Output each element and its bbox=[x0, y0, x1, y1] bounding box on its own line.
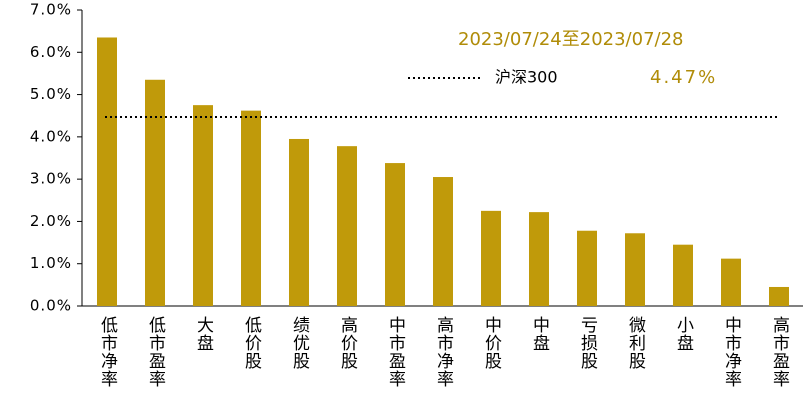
x-tick-label: 大盘 bbox=[193, 316, 214, 352]
x-tick-label: 亏损股 bbox=[577, 316, 598, 370]
y-tick-label: 6.0% bbox=[30, 43, 72, 61]
x-tick-label: 低市盈率 bbox=[145, 316, 166, 388]
bar bbox=[769, 286, 789, 306]
bar bbox=[385, 163, 405, 306]
x-tick-label: 绩优股 bbox=[289, 316, 310, 370]
bar bbox=[721, 258, 741, 306]
x-tick-label: 中市盈率 bbox=[385, 316, 406, 388]
y-tick-label: 4.0% bbox=[30, 127, 72, 145]
x-tick-label: 低价股 bbox=[241, 316, 262, 370]
x-tick-label: 高市盈率 bbox=[769, 316, 790, 388]
y-tick-label: 7.0% bbox=[30, 1, 72, 19]
bar bbox=[577, 230, 597, 306]
bar bbox=[97, 37, 117, 306]
x-tick-label: 微利股 bbox=[625, 316, 646, 370]
y-tick-label: 2.0% bbox=[30, 212, 72, 230]
x-tick-label: 中市净率 bbox=[721, 316, 742, 388]
bar bbox=[241, 110, 261, 306]
y-tick-label: 1.0% bbox=[30, 254, 72, 272]
benchmark-label: 4.47% bbox=[650, 67, 717, 88]
legend-label: 沪深300 bbox=[495, 68, 558, 87]
bar bbox=[481, 210, 501, 306]
bar bbox=[337, 146, 357, 306]
bar bbox=[529, 212, 549, 306]
bar bbox=[433, 177, 453, 306]
bar bbox=[145, 79, 165, 307]
x-tick-label: 中盘 bbox=[529, 316, 550, 352]
y-tick-label: 5.0% bbox=[30, 85, 72, 103]
x-tick-label: 低市净率 bbox=[97, 316, 118, 388]
bar bbox=[625, 233, 645, 306]
x-tick-label: 高市净率 bbox=[433, 316, 454, 388]
bar bbox=[193, 105, 213, 307]
bar bbox=[673, 244, 693, 306]
bar bbox=[289, 138, 309, 306]
y-tick-label: 0.0% bbox=[30, 297, 72, 315]
x-tick-label: 高价股 bbox=[337, 316, 358, 370]
x-tick-label: 小盘 bbox=[673, 316, 694, 352]
annotation: 2023/07/24至2023/07/28 bbox=[458, 29, 684, 50]
y-tick-label: 3.0% bbox=[30, 170, 72, 188]
x-tick-label: 中价股 bbox=[481, 316, 502, 370]
